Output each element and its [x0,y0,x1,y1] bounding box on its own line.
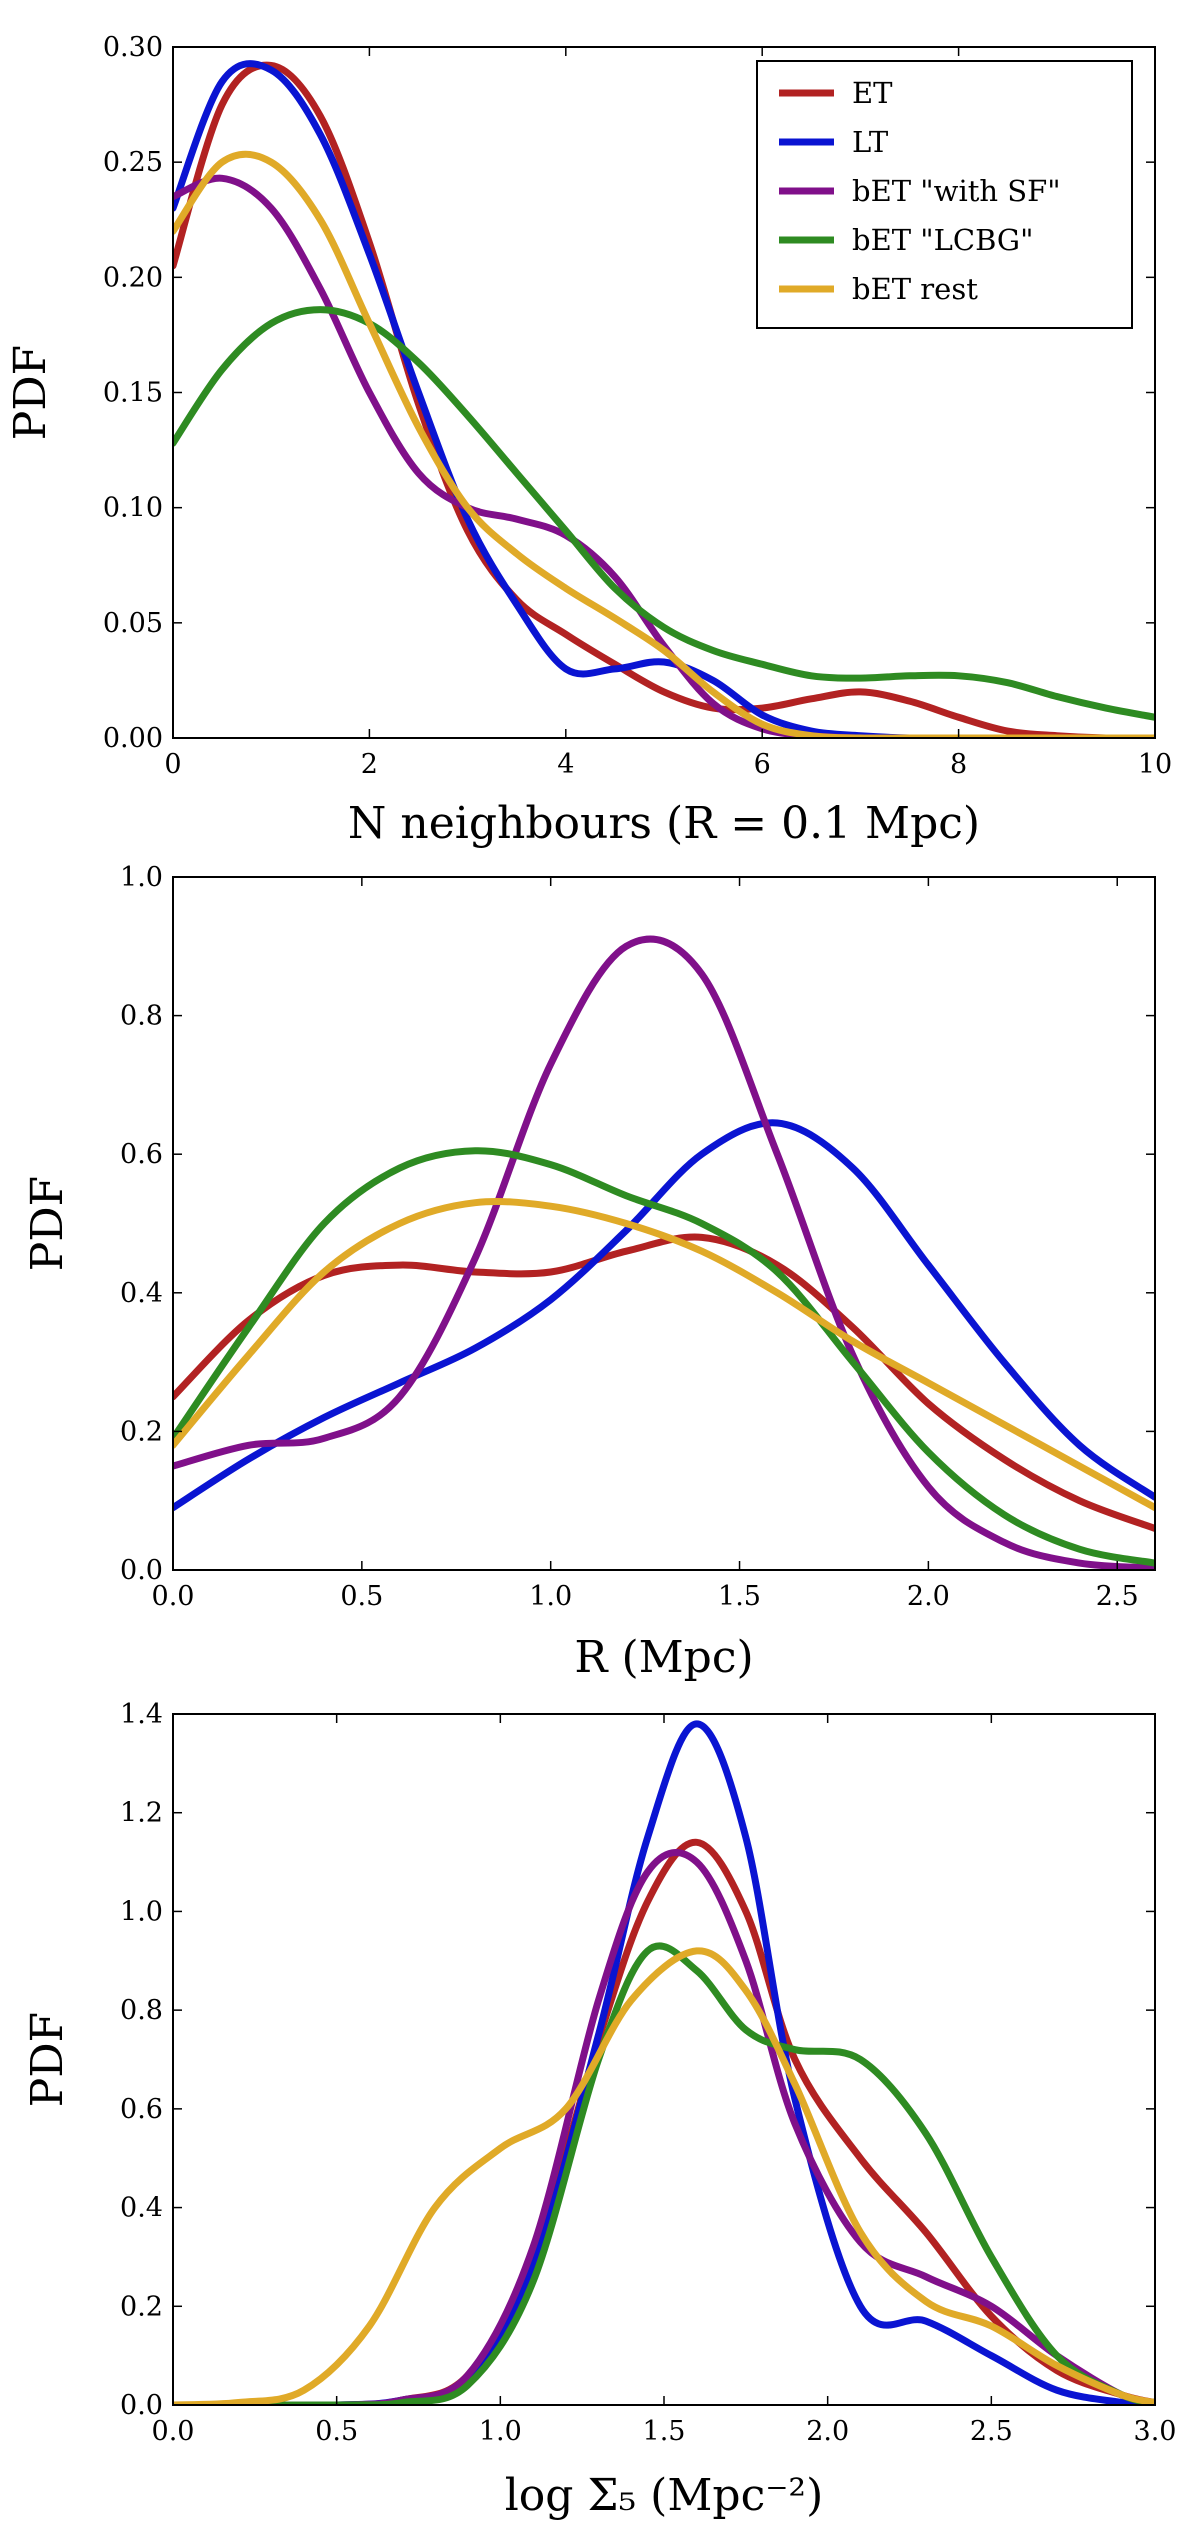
x-tick-label: 1.5 [643,2416,686,2447]
series-lines [173,60,1155,738]
x-tick-label: 10 [1138,749,1172,780]
series-line-5 [173,150,1155,738]
x-tick-label: 0 [164,749,181,780]
legend-entry: bET rest [852,272,978,306]
y-tick-label: 0.4 [120,1278,163,1309]
y-tick-label: 0.30 [103,32,163,63]
x-tick-label: 2.5 [970,2416,1013,2447]
chart-panel-3: 0.0 0.5 1.0 1.5 2.0 2.5 3.0 0.0 0.2 0.4 0.6 0.8 1.0 1… [22,1699,1176,2521]
y-axis-label: PDF [22,2012,73,2107]
x-axis-label: log Σ₅ (Mpc⁻²) [505,2470,824,2521]
y-tick-label: 0.0 [120,2390,163,2421]
x-tick-label: 1.0 [479,2416,522,2447]
x-tick-label: 6 [754,749,771,780]
y-tick-label: 0.20 [103,262,163,293]
series-line-5 [173,1947,1155,2405]
legend-entry: bET "LCBG" [852,223,1033,257]
y-tick-label: 0.15 [103,378,163,409]
y-tick-label: 0.0 [120,1555,163,1586]
y-tick-label: 1.0 [120,862,163,893]
x-tick-label: 2.5 [1096,1581,1139,1612]
x-tick-label: 4 [557,749,574,780]
x-tick-label: 0.5 [315,2416,358,2447]
x-tick-label: 3.0 [1134,2416,1177,2447]
x-tick-label: 1.0 [529,1581,572,1612]
series-line-5 [173,1198,1155,1512]
legend: ET LT bET "with SF" bET "LCBG" bET rest [756,60,1133,329]
x-axis-label: R (Mpc) [574,1632,753,1683]
y-tick-label: 0.8 [120,1995,163,2026]
x-tick-label: 0.0 [152,1581,195,1612]
y-tick-label: 0.10 [103,493,163,524]
y-tick-label: 0.2 [120,2291,163,2322]
series-lines [173,1720,1155,2405]
x-tick-label: 8 [950,749,967,780]
legend-entry: bET "with SF" [852,174,1061,208]
y-tick-label: 0.05 [103,608,163,639]
y-axis-label: PDF [5,345,56,440]
x-axis-label: N neighbours (R = 0.1 Mpc) [348,798,980,849]
charts: 0 2 4 6 8 10 0.00 0.05 0.10 0.15 0.20 0.25 0.30 N nei… [5,32,1176,2521]
series-line-4 [173,1147,1155,1567]
series-line-3 [173,1849,1155,2405]
y-tick-label: 1.2 [120,1798,163,1829]
y-axis-label: PDF [22,1176,73,1271]
y-tick-label: 0.25 [103,147,163,178]
y-tick-label: 0.8 [120,1001,163,1032]
x-tick-label: 0.5 [340,1581,383,1612]
chart-panel-2: 0.0 0.5 1.0 1.5 2.0 2.50.00.20.40.60.81.0R (M… [22,862,1156,1683]
chart-panel-1: 0 2 4 6 8 10 0.00 0.05 0.10 0.15 0.20 0.25 0.30 N nei… [5,32,1172,849]
axes-frame [172,876,1156,1571]
series-line-4 [173,1942,1155,2405]
y-tick-label: 0.4 [120,2193,163,2224]
series-line-4 [173,306,1155,721]
y-tick-label: 0.2 [120,1416,163,1447]
y-tick-label: 0.6 [120,1139,163,1170]
y-tick-label: 1.4 [120,1699,163,1730]
x-tick-label: 0.0 [152,2416,195,2447]
y-tick-label: 0.6 [120,2094,163,2125]
legend-entry: ET [852,76,893,110]
y-tick-label: 0.00 [103,723,163,754]
x-tick-label: 2.0 [907,1581,950,1612]
y-tick-label: 1.0 [120,1896,163,1927]
series-lines [173,935,1155,1570]
series-line-2 [173,60,1155,738]
legend-entry: LT [852,125,889,159]
x-tick-label: 1.5 [718,1581,761,1612]
series-line-3 [173,935,1155,1570]
x-tick-label: 2 [361,749,378,780]
series-line-1 [173,61,1155,738]
x-tick-label: 2.0 [806,2416,849,2447]
series-line-2 [173,1119,1155,1512]
